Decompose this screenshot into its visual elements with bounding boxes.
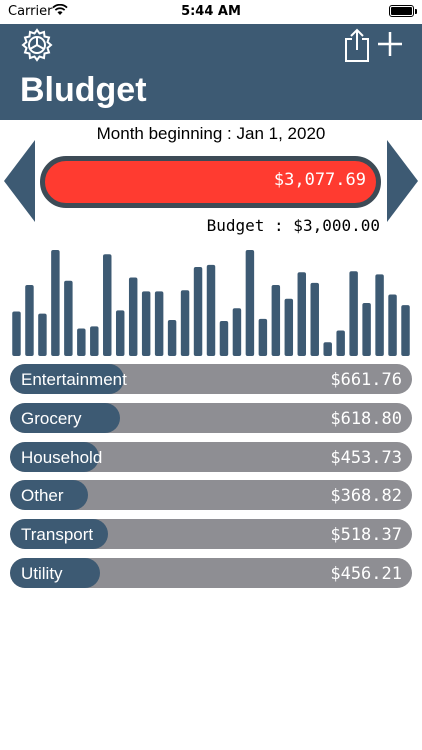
category-row-transport[interactable]: Transport $518.37	[10, 519, 412, 550]
category-name: Grocery	[21, 408, 82, 428]
chevron-left-icon	[4, 140, 35, 222]
daily-bar	[180, 290, 190, 356]
wifi-icon	[52, 4, 68, 15]
category-name: Utility	[21, 563, 63, 583]
daily-bar	[388, 294, 397, 356]
category-amount: $368.82	[330, 486, 402, 507]
daily-bar	[115, 310, 125, 356]
category-amount: $453.73	[330, 447, 402, 468]
daily-bar	[12, 311, 21, 356]
category-name: Transport	[21, 525, 94, 545]
daily-bar	[64, 280, 73, 356]
daily-bar	[401, 305, 410, 356]
category-row-household[interactable]: Household $453.73	[10, 441, 412, 472]
daily-bar	[103, 254, 112, 356]
daily-bar	[141, 291, 151, 356]
category-amount: $618.80	[330, 408, 402, 429]
daily-bar	[362, 303, 371, 356]
daily-bar	[219, 321, 229, 356]
daily-bar	[167, 319, 177, 356]
daily-bar	[258, 318, 268, 356]
category-name: Entertainment	[21, 370, 127, 389]
daily-bar	[323, 342, 332, 356]
category-fill	[10, 402, 121, 433]
category-row-other[interactable]: Other $368.82	[10, 480, 412, 511]
daily-bar	[206, 264, 216, 356]
daily-bar	[245, 250, 255, 356]
share-icon[interactable]	[343, 27, 371, 63]
clock: 5:44 AM	[181, 4, 241, 19]
daily-bar	[336, 330, 345, 356]
daily-bar	[349, 271, 358, 356]
category-fill	[10, 364, 125, 394]
navigation-bar: Bludget	[0, 24, 422, 120]
category-fill	[10, 557, 100, 588]
daily-bar	[154, 291, 164, 356]
gear-icon[interactable]	[20, 28, 54, 62]
daily-bar	[375, 274, 384, 356]
daily-bar	[128, 277, 138, 356]
daily-bar	[90, 326, 99, 356]
daily-bar	[297, 272, 307, 356]
daily-bar	[310, 282, 319, 356]
daily-bar	[38, 313, 47, 356]
battery-icon	[389, 5, 417, 17]
next-month-button[interactable]	[386, 140, 418, 222]
previous-month-button[interactable]	[4, 140, 36, 222]
daily-bar	[232, 308, 242, 356]
category-name: Other	[21, 486, 64, 506]
budget-label: Budget : $3,000.00	[206, 216, 380, 235]
category-fill	[10, 441, 100, 472]
month-beginning-label: Month beginning : Jan 1, 2020	[96, 124, 326, 143]
daily-bar	[51, 250, 60, 356]
carrier-label: Carrier	[8, 4, 53, 19]
chevron-right-icon	[387, 140, 418, 222]
daily-bar	[77, 328, 86, 356]
daily-bar	[193, 266, 203, 356]
category-name: Household	[21, 447, 103, 467]
daily-spending-chart	[12, 250, 410, 356]
page-title: Bludget	[20, 71, 147, 109]
category-amount: $518.37	[330, 525, 402, 546]
status-bar: Carrier 5:44 AM	[0, 0, 422, 24]
total-spent-bar: $3,077.69	[40, 156, 381, 208]
category-row-grocery[interactable]: Grocery $618.80	[10, 402, 412, 433]
category-row-entertainment[interactable]: Entertainment $661.76	[10, 364, 412, 394]
category-fill	[10, 480, 89, 511]
daily-bar	[271, 284, 281, 356]
category-amount: $456.21	[330, 563, 402, 584]
category-list: Entertainment $661.76 Grocery $618.80 Househ…	[10, 364, 412, 597]
daily-bar	[284, 298, 294, 356]
category-row-utility[interactable]: Utility $456.21	[10, 557, 412, 588]
category-fill	[10, 519, 108, 550]
total-spent-amount: $3,077.69	[273, 170, 366, 190]
plus-icon[interactable]	[376, 30, 404, 58]
daily-bar	[25, 284, 34, 356]
category-amount: $661.76	[330, 370, 402, 390]
